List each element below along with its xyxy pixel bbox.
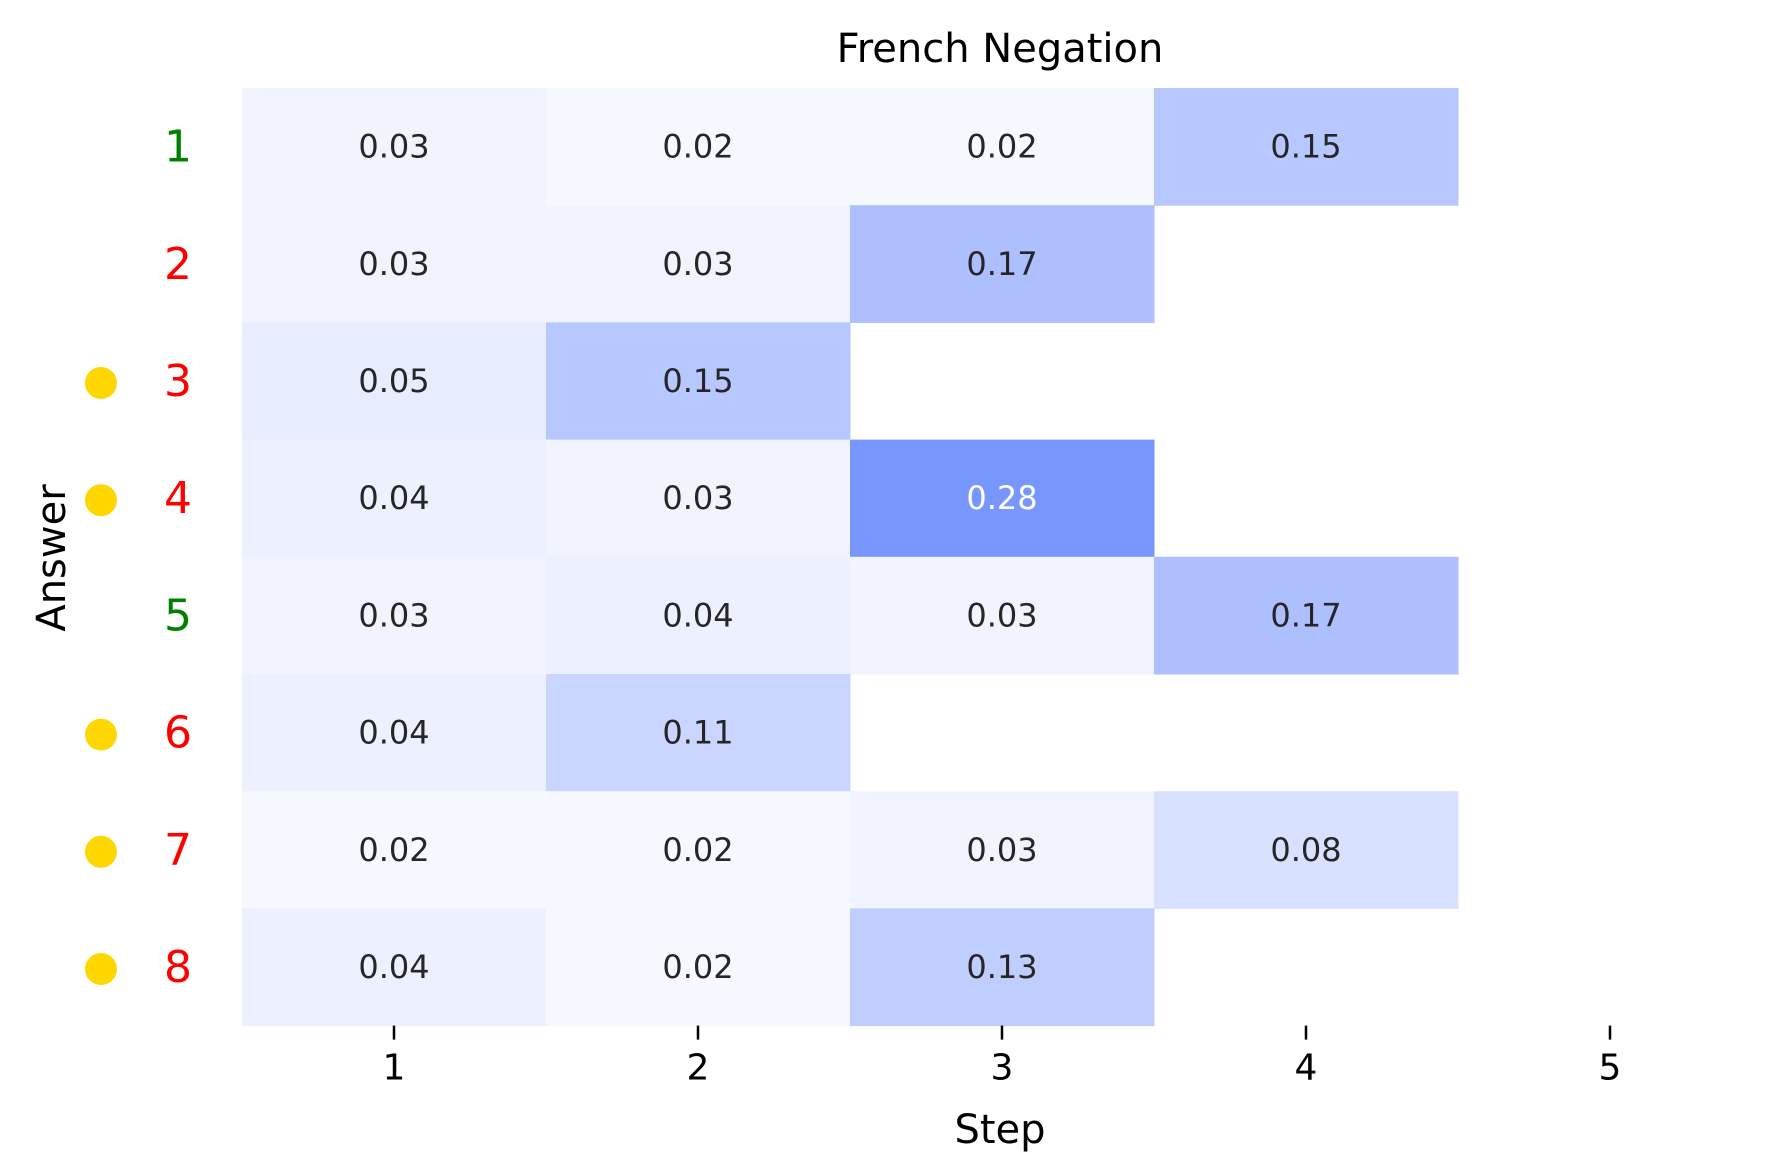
cell-value-label: 0.17 xyxy=(966,245,1037,283)
cell-value-label: 0.15 xyxy=(1270,128,1341,166)
heatmap-cell xyxy=(242,439,547,558)
heatmap-cell xyxy=(242,88,547,206)
y-axis: 1 2 3 4 5 6 7 8 xyxy=(85,122,192,993)
cell-value-label: 0.17 xyxy=(1270,596,1341,634)
heatmap-cell xyxy=(850,439,1155,558)
chart-title: French Negation xyxy=(837,26,1164,72)
cell-value-label: 0.02 xyxy=(662,128,733,166)
heatmap-cell xyxy=(546,88,851,206)
y-tick-label: 5 xyxy=(164,590,192,641)
cell-value-label: 0.02 xyxy=(662,948,733,986)
cell-value-label: 0.15 xyxy=(662,362,733,400)
cell-value-label: 0.13 xyxy=(966,948,1037,986)
y-tick-label: 4 xyxy=(164,473,192,524)
x-tick-label: 2 xyxy=(687,1048,710,1089)
cell-value-label: 0.02 xyxy=(662,831,733,869)
cell-value-label: 0.02 xyxy=(966,128,1037,166)
x-tick-label: 1 xyxy=(383,1048,406,1089)
heatmap-cell xyxy=(546,908,851,1027)
heatmap-cell xyxy=(242,791,547,909)
x-tick-label: 4 xyxy=(1295,1048,1318,1089)
cell-value-label: 0.03 xyxy=(662,479,733,517)
cell-value-label: 0.04 xyxy=(358,714,429,752)
y-tick-label: 6 xyxy=(164,708,192,759)
heatmap-cells: 0.03 0.02 0.02 0.15 0.03 0.03 0.17 0.05 0.15 0.04… xyxy=(242,88,1459,1027)
heatmap-cell xyxy=(546,205,851,323)
heatmap-cell xyxy=(1154,791,1459,909)
cell-value-label: 0.02 xyxy=(358,831,429,869)
y-tick-label: 3 xyxy=(164,356,192,407)
heatmap-cell xyxy=(1154,556,1459,675)
y-tick-label: 1 xyxy=(164,122,192,173)
x-tick-label: 3 xyxy=(991,1048,1014,1089)
cell-value-label: 0.03 xyxy=(662,245,733,283)
cell-value-label: 0.28 xyxy=(966,479,1037,517)
y-tick-label: 2 xyxy=(164,239,192,290)
heatmap-cell xyxy=(242,908,547,1027)
heatmap-cell xyxy=(546,674,851,792)
row-marker-dot xyxy=(85,484,117,517)
y-tick-label: 8 xyxy=(164,942,192,993)
cell-value-label: 0.08 xyxy=(1270,831,1341,869)
row-marker-dot xyxy=(85,367,117,399)
x-axis: 1 2 3 4 5 xyxy=(383,1025,1622,1089)
cell-value-label: 0.03 xyxy=(358,128,429,166)
heatmap-cell xyxy=(850,88,1155,206)
heatmap-cell xyxy=(850,791,1155,909)
y-tick-label: 7 xyxy=(164,825,192,876)
heatmap-cell xyxy=(242,556,547,675)
heatmap-cell xyxy=(1154,88,1459,206)
cell-value-label: 0.04 xyxy=(662,596,733,634)
heatmap-cell xyxy=(850,908,1155,1027)
cell-value-label: 0.05 xyxy=(358,362,429,400)
cell-value-label: 0.04 xyxy=(358,479,429,517)
heatmap-cell xyxy=(546,556,851,675)
x-tick-label: 5 xyxy=(1599,1048,1622,1089)
y-axis-label: Answer xyxy=(29,484,75,632)
heatmap-cell xyxy=(546,439,851,558)
heatmap-cell xyxy=(850,205,1155,323)
cell-value-label: 0.03 xyxy=(966,596,1037,634)
cell-value-label: 0.03 xyxy=(966,831,1037,869)
row-marker-dot xyxy=(85,835,117,868)
x-axis-label: Step xyxy=(954,1107,1045,1153)
heatmap-cell xyxy=(242,674,547,792)
row-marker-dot xyxy=(85,953,117,985)
cell-value-label: 0.11 xyxy=(662,714,733,752)
heatmap-cell xyxy=(546,791,851,909)
heatmap-cell xyxy=(242,322,547,441)
row-marker-dot xyxy=(85,718,117,751)
heatmap-cell xyxy=(850,556,1155,675)
heatmap-cell xyxy=(546,322,851,441)
cell-value-label: 0.04 xyxy=(358,948,429,986)
heatmap-cell xyxy=(242,205,547,323)
cell-value-label: 0.03 xyxy=(358,245,429,283)
cell-value-label: 0.03 xyxy=(358,596,429,634)
